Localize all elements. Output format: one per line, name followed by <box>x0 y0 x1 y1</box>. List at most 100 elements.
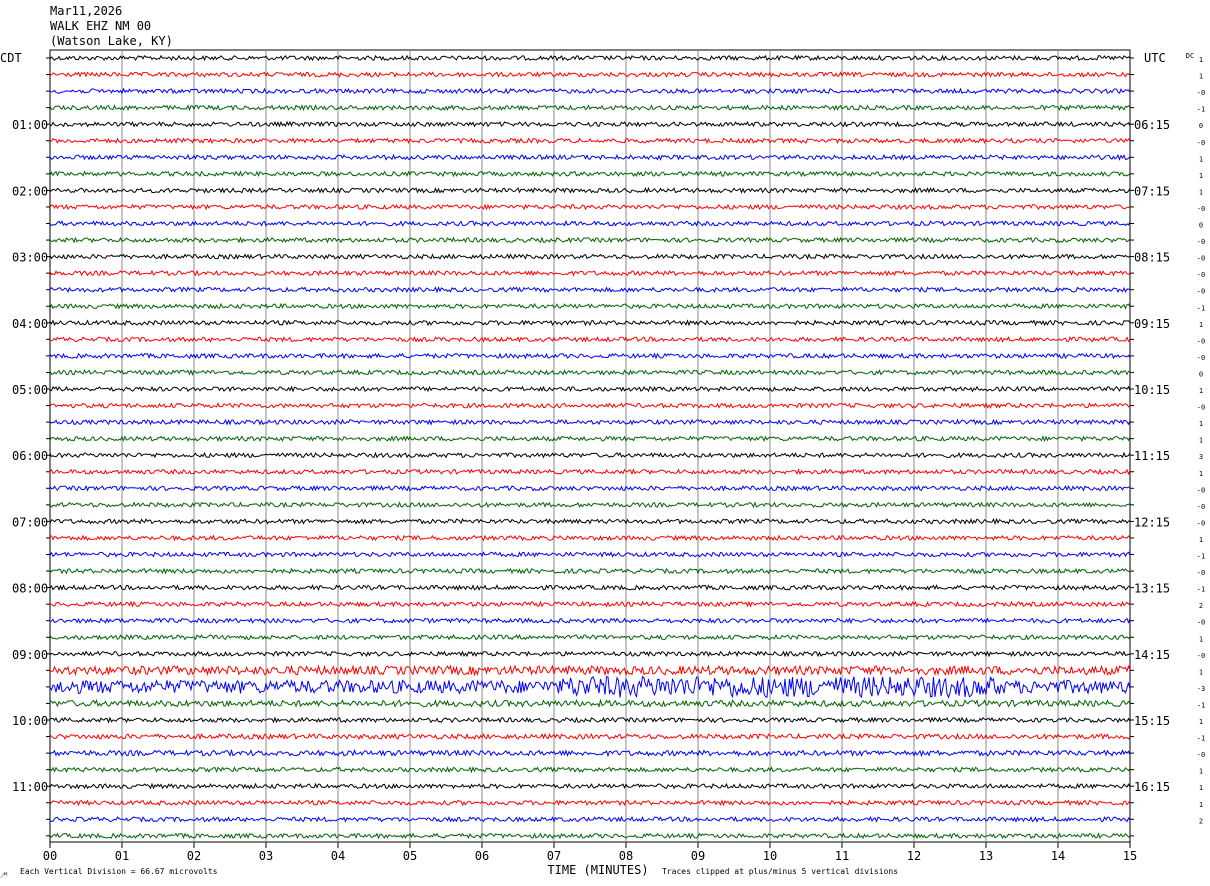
right-timezone-label: UTC <box>1144 51 1166 65</box>
dc-offset-label: 1 <box>1199 73 1203 81</box>
dc-offset-label: 1 <box>1199 718 1203 726</box>
corner-mark-icon: ⁄ᴹ <box>2 871 9 880</box>
trace-line <box>49 71 1131 78</box>
dc-offset-label: -0 <box>1197 569 1205 577</box>
clip-note: Traces clipped at plus/minus 5 vertical … <box>662 867 899 876</box>
hour-label-left: 09:00 <box>12 648 48 662</box>
dc-offset-label: 1 <box>1199 56 1203 64</box>
trace-line <box>49 551 1131 558</box>
trace-line <box>49 435 1131 443</box>
hour-label-left: 04:00 <box>12 317 48 331</box>
trace-line <box>49 203 1131 211</box>
hour-label-right: 14:15 <box>1134 648 1170 662</box>
dc-offset-label: 1 <box>1199 172 1203 180</box>
dc-offset-label: 1 <box>1199 536 1203 544</box>
trace-line <box>49 716 1131 724</box>
trace-line <box>49 815 1131 823</box>
dc-offset-label: -1 <box>1197 735 1205 743</box>
trace-line <box>49 782 1131 790</box>
plot-frame <box>49 49 1131 843</box>
dc-offset-label: 1 <box>1199 321 1203 329</box>
hour-label-left: 06:00 <box>12 449 48 463</box>
scale-note: Each Vertical Division = 66.67 microvolt… <box>20 867 218 876</box>
trace-line <box>49 54 1131 62</box>
dc-offset-label: -0 <box>1197 271 1205 279</box>
dc-offset-label: -0 <box>1197 519 1205 527</box>
hour-label-right: 07:15 <box>1134 184 1170 198</box>
trace-line <box>49 650 1131 658</box>
trace-line <box>49 517 1131 526</box>
trace-line <box>49 137 1131 145</box>
dc-offset-label: -0 <box>1197 288 1205 296</box>
dc-offset-label: 1 <box>1199 784 1203 792</box>
trace-line <box>49 236 1131 244</box>
dc-offset-label: -0 <box>1197 89 1205 97</box>
trace-line <box>49 748 1131 758</box>
hour-label-right: 12:15 <box>1134 515 1170 529</box>
dc-offset-label: -1 <box>1197 304 1205 312</box>
x-tick-label: 04 <box>331 849 345 863</box>
x-tick-label: 09 <box>691 849 705 863</box>
dc-offset-label: 1 <box>1199 387 1203 395</box>
trace-line <box>49 302 1131 310</box>
trace-line <box>49 153 1131 161</box>
trace-line <box>49 335 1131 343</box>
x-tick-label: 15 <box>1123 849 1137 863</box>
dc-offset-label: -0 <box>1197 205 1205 213</box>
trace-line <box>49 698 1131 709</box>
dc-offset-label: 1 <box>1199 635 1203 643</box>
dc-offset-label: -0 <box>1197 503 1205 511</box>
trace-line <box>49 219 1131 227</box>
dc-offset-label: 0 <box>1199 370 1203 378</box>
x-tick-label: 07 <box>547 849 561 863</box>
x-tick-label: 02 <box>187 849 201 863</box>
trace-line <box>49 832 1131 840</box>
trace-line <box>49 451 1131 459</box>
dc-offset-label: 2 <box>1199 817 1203 825</box>
trace-line <box>49 402 1131 409</box>
trace-line <box>49 468 1131 476</box>
hour-label-left: 02:00 <box>12 184 48 198</box>
hour-label-right: 13:15 <box>1134 582 1170 596</box>
trace-line <box>49 633 1131 641</box>
hour-label-right: 16:15 <box>1134 780 1170 794</box>
hour-label-left: 07:00 <box>12 515 48 529</box>
left-timezone-label: CDT <box>0 51 22 65</box>
dc-offset-label: -0 <box>1197 238 1205 246</box>
dc-offset-label: 1 <box>1199 470 1203 478</box>
hour-label-left: 01:00 <box>12 118 48 132</box>
x-tick-label: 10 <box>763 849 777 863</box>
dc-offset-label: -0 <box>1197 139 1205 147</box>
x-tick-label: 14 <box>1051 849 1065 863</box>
trace-line <box>49 269 1131 277</box>
x-tick-label: 05 <box>403 849 417 863</box>
station-label: WALK EHZ NM 00 <box>50 19 152 33</box>
trace-line <box>49 186 1131 194</box>
dc-offset-label: -0 <box>1197 619 1205 627</box>
dc-offset-label: -1 <box>1197 701 1205 709</box>
hour-label-right: 10:15 <box>1134 383 1170 397</box>
dc-header: DC <box>1186 52 1194 60</box>
dc-offset-label: 3 <box>1199 453 1203 461</box>
dc-offset-label: -0 <box>1197 486 1205 494</box>
hour-label-left: 05:00 <box>12 383 48 397</box>
trace-line <box>49 170 1131 178</box>
hour-label-right: 06:15 <box>1134 118 1170 132</box>
trace-line <box>49 104 1131 112</box>
x-tick-label: 00 <box>43 849 57 863</box>
trace-line <box>49 369 1131 377</box>
dc-offset-label: -0 <box>1197 652 1205 660</box>
trace-line <box>49 253 1131 260</box>
hour-label-right: 11:15 <box>1134 449 1170 463</box>
dc-offset-label: 1 <box>1199 668 1203 676</box>
trace-line <box>49 87 1131 95</box>
dc-offset-label: -0 <box>1197 354 1205 362</box>
dc-offset-label: -3 <box>1197 685 1205 693</box>
location-label: (Watson Lake, KY) <box>50 34 173 48</box>
hour-label-right: 15:15 <box>1134 714 1170 728</box>
hour-label-right: 09:15 <box>1134 317 1170 331</box>
dc-offset-label: 0 <box>1199 122 1203 130</box>
dc-offset-label: 1 <box>1199 155 1203 163</box>
dc-offset-label: -0 <box>1197 404 1205 412</box>
